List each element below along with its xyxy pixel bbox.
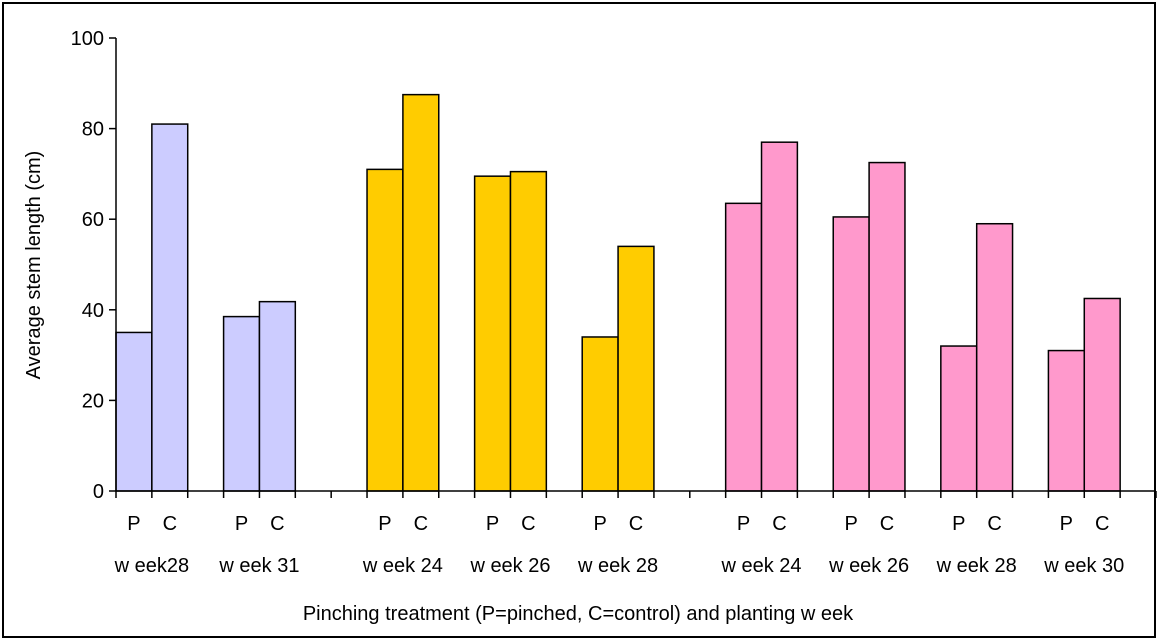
bar [760,141,799,492]
bar [581,336,619,492]
bar [366,168,404,492]
bar [868,161,906,492]
treatment-label: C [987,513,1001,535]
week-label: w eek 28 [936,555,1017,577]
bar [509,170,548,492]
bar [617,245,655,492]
bar [724,202,763,492]
treatment-label: C [1095,513,1109,535]
treatment-label: C [880,513,894,535]
y-tick-label: 80 [82,119,104,141]
treatment-label: P [737,513,750,535]
treatment-label: P [1060,513,1073,535]
bar [832,216,870,492]
week-label: w eek 24 [362,555,443,577]
week-label: w eek 24 [720,555,801,577]
y-tick-label: 60 [82,209,104,231]
bar [258,300,297,492]
week-label: w eek 26 [469,555,550,577]
treatment-label: C [521,513,535,535]
x-axis-title: Pinching treatment (P=pinched, C=control… [303,603,854,625]
y-tick-label: 40 [82,300,104,322]
treatment-label: P [235,513,248,535]
week-label: w eek 28 [577,555,658,577]
bar [151,123,189,492]
treatment-label: P [127,513,140,535]
bar [940,345,978,492]
treatment-label: P [844,513,857,535]
bar [1083,297,1121,492]
treatment-label: P [593,513,606,535]
bar [115,331,153,492]
treatment-label: P [378,513,391,535]
bar [473,175,512,492]
treatment-label: C [163,513,177,535]
week-label: w eek28 [114,555,190,577]
treatment-label: C [629,513,643,535]
week-label: w eek 26 [828,555,909,577]
treatment-label: P [952,513,965,535]
week-label: w eek 31 [218,555,299,577]
y-tick-label: 100 [71,28,104,50]
y-tick-label: 0 [93,481,104,503]
y-tick-label: 20 [82,390,104,412]
bar [222,315,261,492]
treatment-label: C [772,513,786,535]
bar [975,222,1014,492]
treatment-label: P [486,513,499,535]
y-axis-title: Average stem length (cm) [23,151,45,380]
treatment-label: C [414,513,428,535]
week-label: w eek 30 [1043,555,1124,577]
treatment-label: C [270,513,284,535]
bar [1047,349,1086,492]
bar [402,93,440,492]
